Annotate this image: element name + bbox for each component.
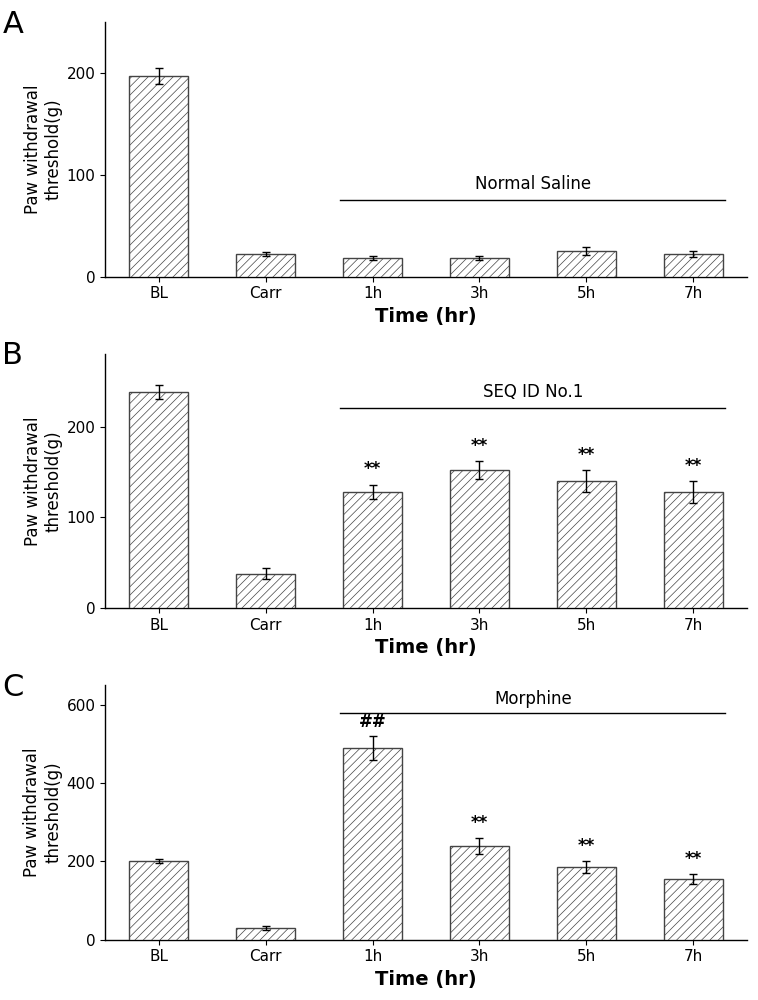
X-axis label: Time (hr): Time (hr): [375, 970, 477, 989]
Text: **: **: [578, 446, 595, 464]
Bar: [343, 748, 402, 940]
X-axis label: Time (hr): Time (hr): [375, 638, 477, 657]
Text: **: **: [578, 837, 595, 855]
Text: SEQ ID No.1: SEQ ID No.1: [483, 383, 583, 401]
Text: **: **: [684, 850, 702, 868]
Bar: [450, 846, 509, 940]
Bar: [450, 470, 509, 608]
Bar: [236, 254, 295, 277]
Text: **: **: [364, 460, 381, 478]
Text: **: **: [471, 437, 488, 455]
Y-axis label: Paw withdrawal
threshold(g): Paw withdrawal threshold(g): [23, 85, 62, 214]
Bar: [343, 492, 402, 608]
Text: Normal Saline: Normal Saline: [475, 175, 591, 193]
Text: Morphine: Morphine: [494, 690, 572, 708]
Bar: [343, 258, 402, 277]
Bar: [236, 574, 295, 608]
Text: B: B: [2, 341, 23, 370]
Bar: [664, 879, 723, 940]
Bar: [557, 251, 615, 277]
Text: **: **: [684, 457, 702, 475]
X-axis label: Time (hr): Time (hr): [375, 307, 477, 326]
Text: A: A: [2, 10, 23, 39]
Y-axis label: Paw withdrawal
threshold(g): Paw withdrawal threshold(g): [23, 748, 62, 877]
Text: C: C: [2, 673, 23, 702]
Bar: [236, 928, 295, 940]
Bar: [450, 258, 509, 277]
Bar: [129, 861, 188, 940]
Bar: [557, 481, 615, 608]
Bar: [664, 492, 723, 608]
Bar: [129, 76, 188, 277]
Y-axis label: Paw withdrawal
threshold(g): Paw withdrawal threshold(g): [23, 416, 62, 546]
Text: ##: ##: [359, 713, 387, 731]
Text: **: **: [471, 814, 488, 832]
Bar: [557, 867, 615, 940]
Bar: [129, 392, 188, 608]
Bar: [664, 254, 723, 277]
